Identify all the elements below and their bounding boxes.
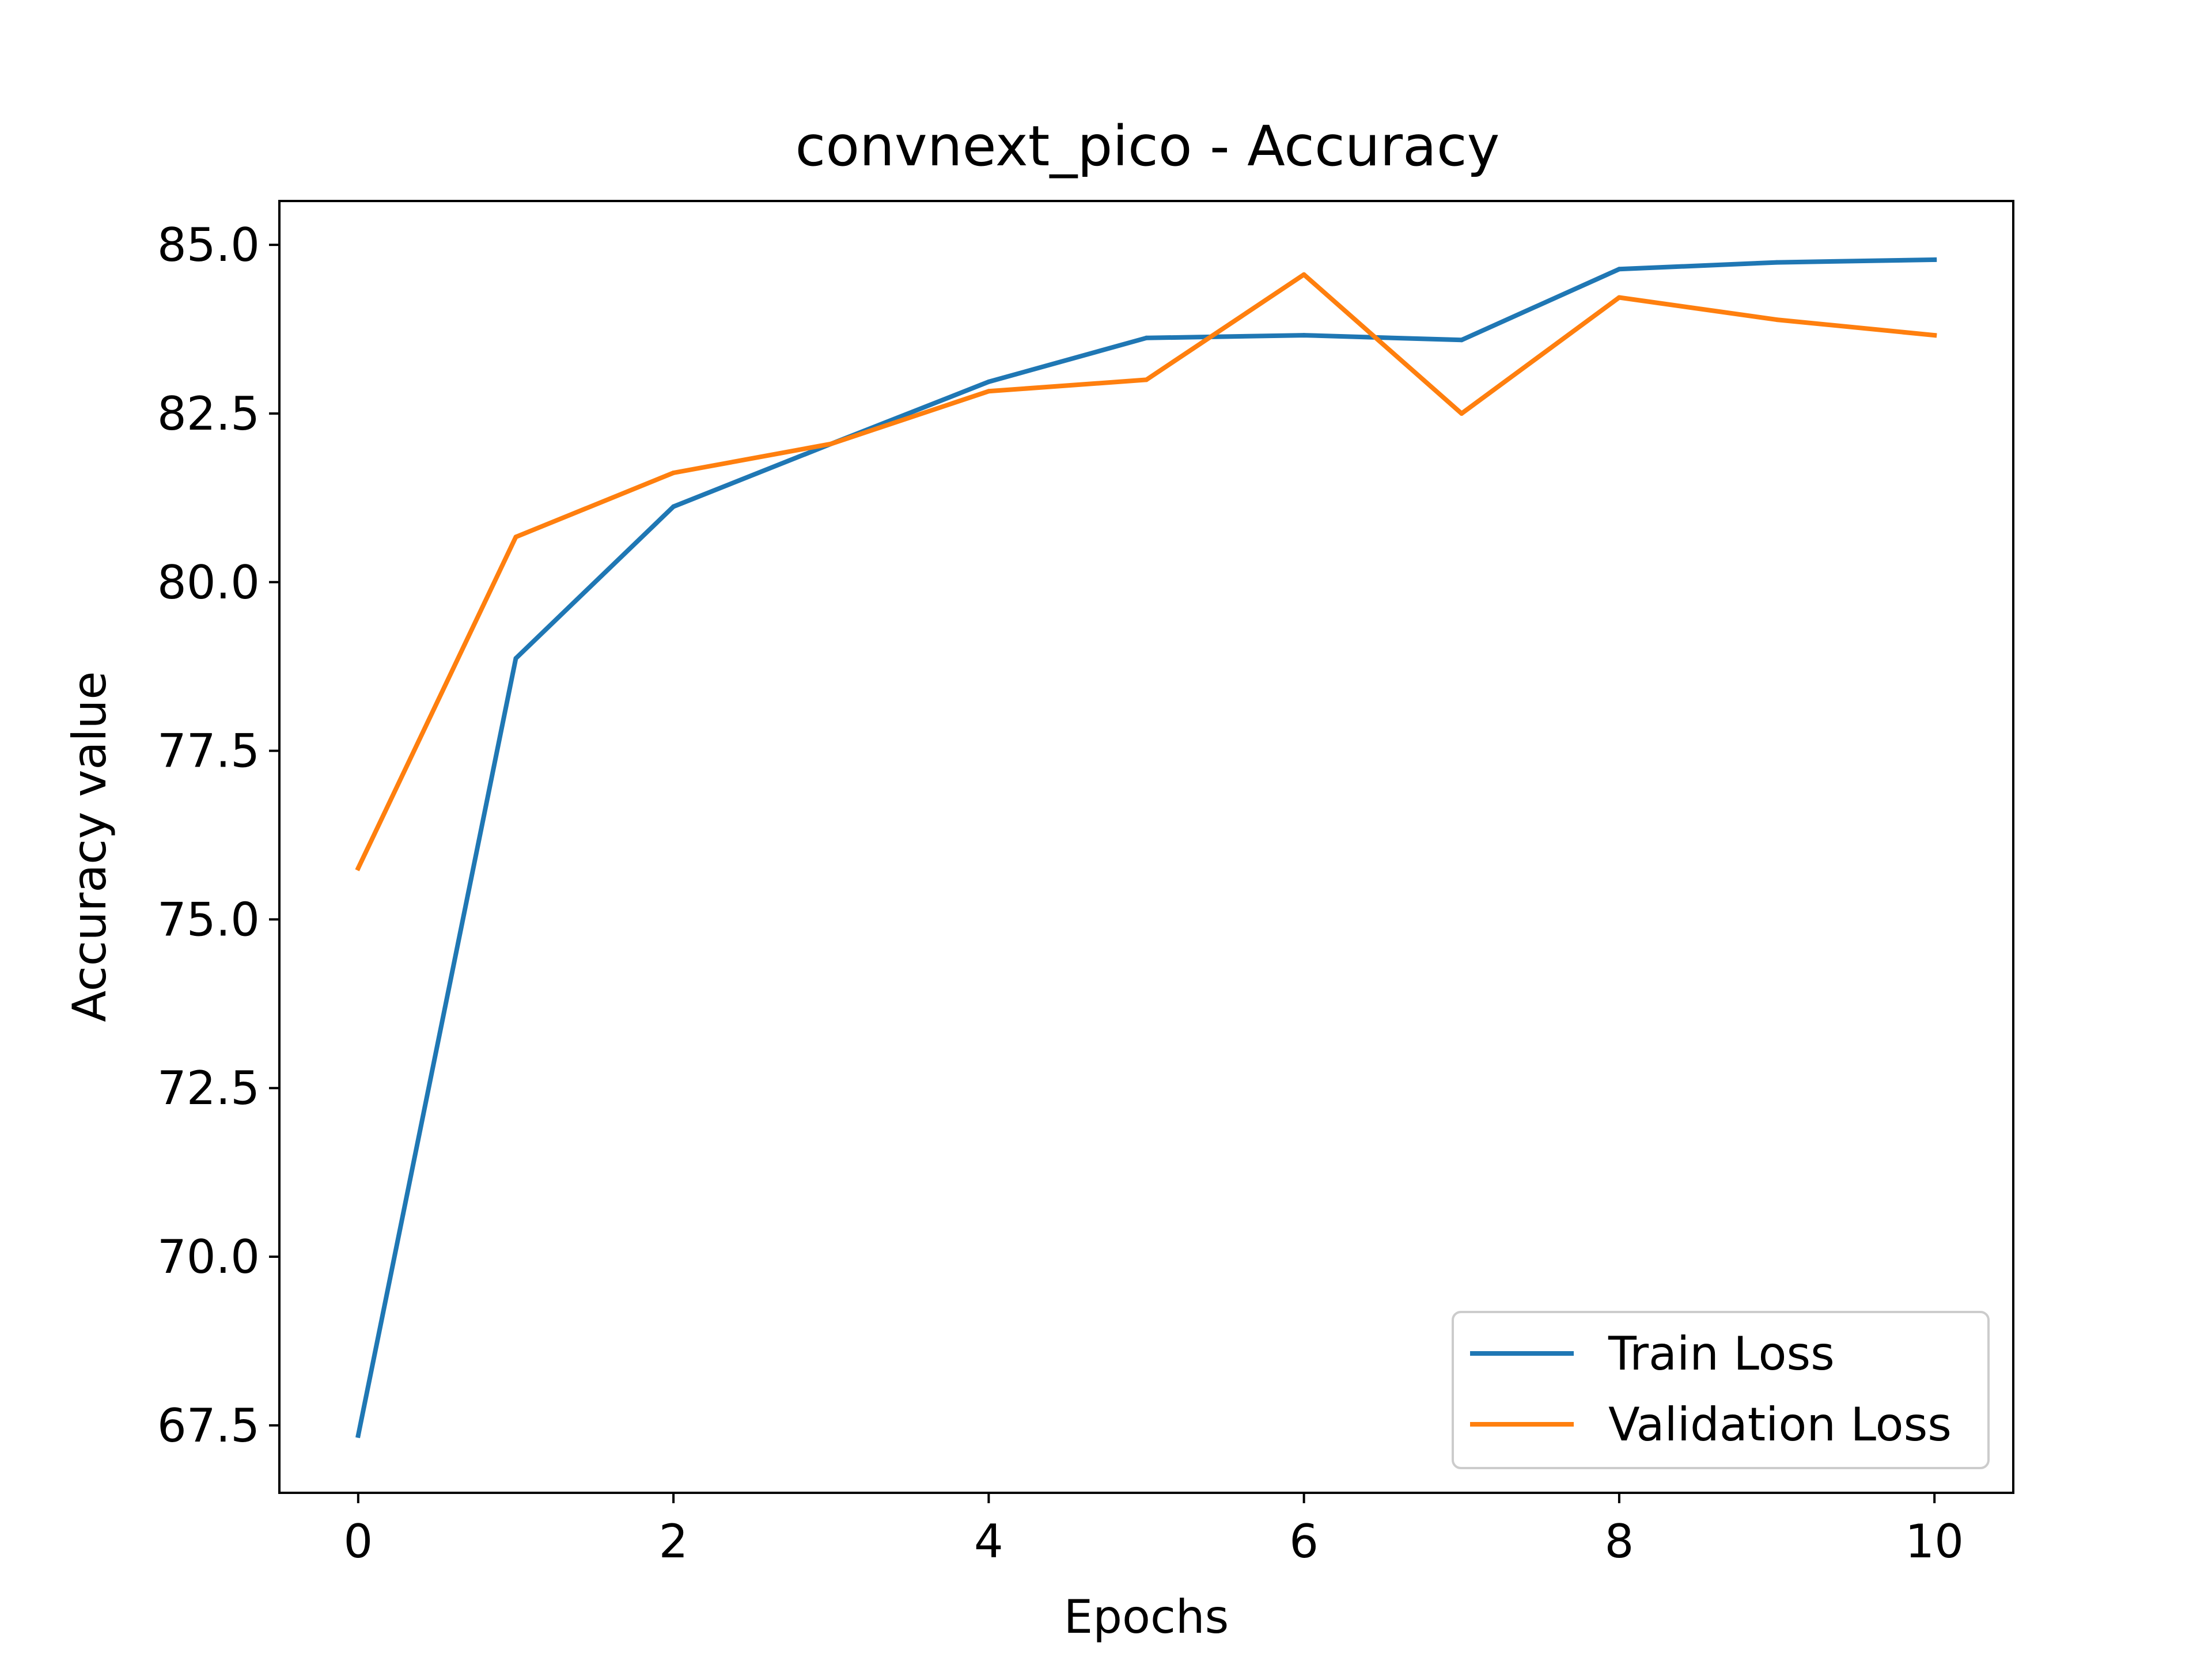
data-point-train-loss-0 — [355, 1433, 361, 1438]
data-point-validation-loss-0 — [355, 866, 361, 871]
x-tick-label: 8 — [1604, 1515, 1634, 1568]
data-point-validation-loss-8 — [1616, 295, 1622, 300]
y-tick-label: 82.5 — [157, 387, 260, 441]
data-point-validation-loss-9 — [1774, 317, 1779, 323]
series-layer — [355, 257, 1937, 1439]
legend: Train Loss Validation Loss — [1452, 1311, 1990, 1469]
data-point-train-loss-9 — [1774, 260, 1779, 265]
y-tick-label: 75.0 — [157, 893, 260, 946]
axes-frame — [278, 200, 2014, 1494]
x-tick-label: 4 — [974, 1515, 1003, 1568]
data-point-train-loss-7 — [1459, 337, 1464, 343]
y-tick-label: 72.5 — [157, 1061, 260, 1115]
plot-area: 0 2 4 6 8 10 67.5 70.0 72.5 75.0 77.5 80.0 82.5 85.0 — [157, 200, 2014, 1568]
x-axis-ticks: 0 2 4 6 8 10 — [343, 1493, 1964, 1568]
legend-box — [1452, 1311, 1990, 1469]
data-point-validation-loss-1 — [513, 534, 518, 540]
data-point-validation-loss-10 — [1932, 333, 1937, 338]
x-tick-label: 0 — [343, 1515, 373, 1568]
data-point-train-loss-1 — [513, 656, 518, 661]
data-point-validation-loss-6 — [1301, 272, 1306, 277]
data-point-validation-loss-3 — [828, 441, 834, 446]
data-point-train-loss-2 — [671, 504, 676, 509]
chart-title: convnext_pico - Accuracy — [796, 114, 1500, 179]
x-tick-label: 10 — [1905, 1515, 1964, 1568]
data-point-validation-loss-7 — [1459, 411, 1464, 416]
data-point-train-loss-5 — [1144, 335, 1149, 340]
data-point-train-loss-8 — [1616, 267, 1622, 272]
y-tick-label: 80.0 — [157, 556, 260, 609]
data-point-train-loss-6 — [1301, 333, 1306, 338]
y-tick-label: 77.5 — [157, 725, 260, 778]
y-tick-label: 70.0 — [157, 1230, 260, 1284]
y-tick-label: 67.5 — [157, 1399, 260, 1453]
data-point-train-loss-4 — [986, 379, 991, 384]
data-point-validation-loss-2 — [671, 471, 676, 475]
data-point-validation-loss-5 — [1144, 377, 1149, 382]
data-point-train-loss-10 — [1932, 257, 1937, 262]
legend-label-validation-loss: Validation Loss — [1608, 1398, 1952, 1451]
x-axis-label: Epochs — [1064, 1590, 1229, 1644]
legend-label-train-loss: Train Loss — [1608, 1327, 1835, 1381]
y-axis-ticks: 67.5 70.0 72.5 75.0 77.5 80.0 82.5 85.0 — [157, 218, 279, 1453]
x-tick-label: 6 — [1289, 1515, 1319, 1568]
data-point-validation-loss-4 — [986, 389, 991, 394]
y-axis-label: Accuracy value — [63, 671, 116, 1022]
y-tick-label: 85.0 — [157, 218, 260, 272]
x-tick-label: 2 — [659, 1515, 688, 1568]
